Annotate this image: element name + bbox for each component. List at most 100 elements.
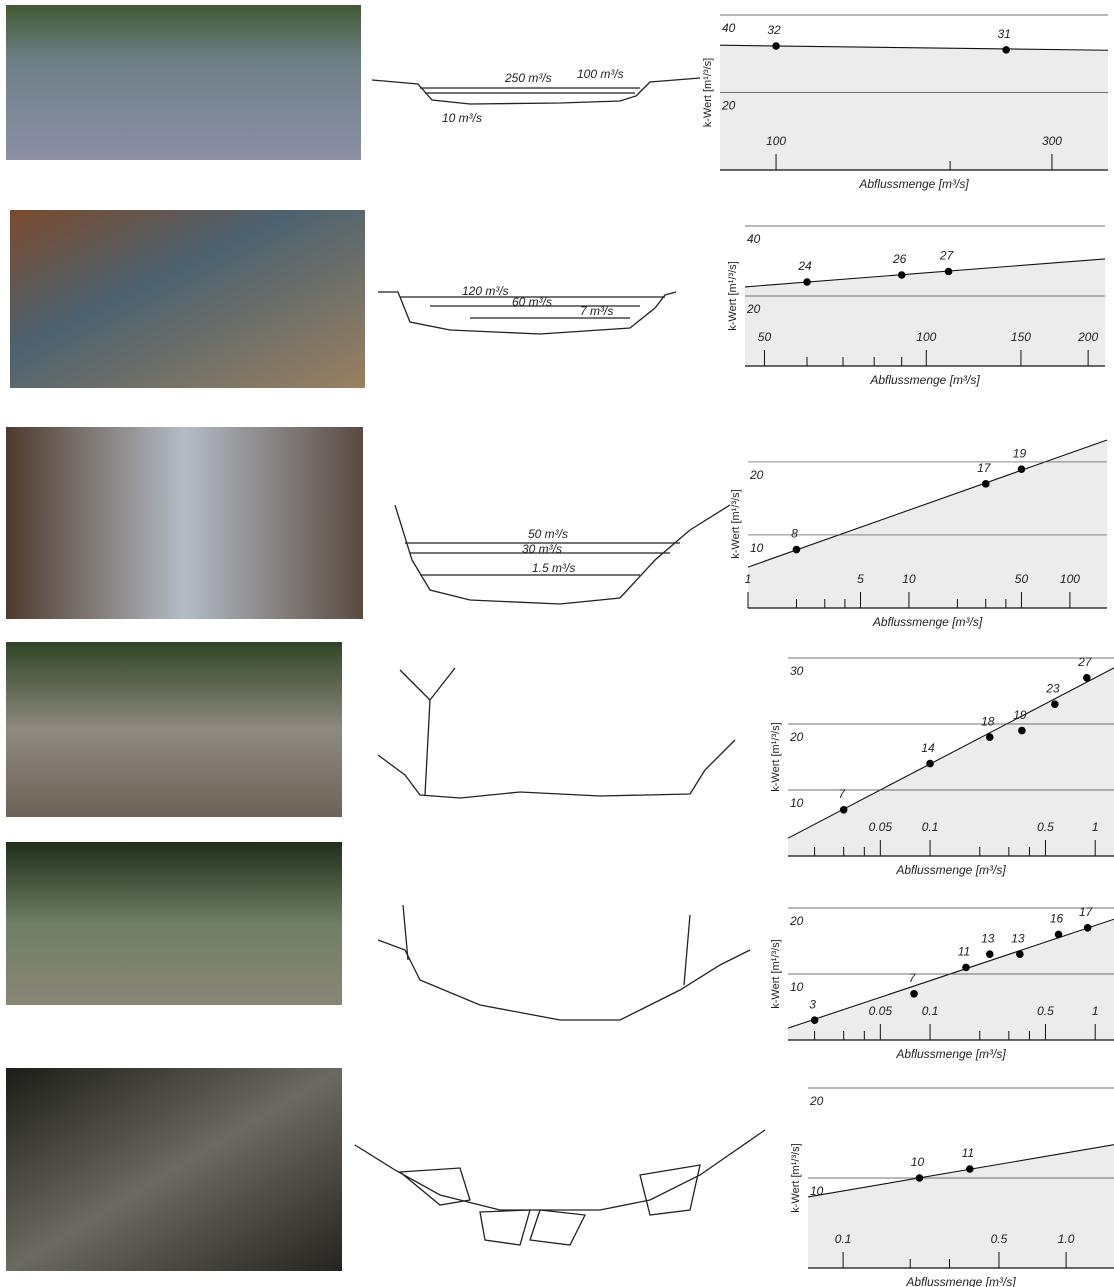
sketch-label: 7 m³/s [580, 304, 613, 318]
point [803, 278, 811, 286]
sketch-label: 250 m³/s [504, 71, 552, 85]
x-tick-label: 0.5 [991, 1232, 1008, 1246]
point [1002, 46, 1010, 54]
x-tick-label: 50 [758, 330, 772, 344]
point [962, 964, 970, 972]
sketch-label: 10 m³/s [442, 111, 482, 125]
y-tick-label: 10 [810, 1184, 824, 1198]
sketch: 120 m³/s 60 m³/s 7 m³/s [378, 284, 676, 334]
fit-area [788, 668, 1114, 856]
y-axis-title: k-Wert [m¹/³/s] [790, 1143, 802, 1212]
photo [6, 642, 342, 817]
point [1018, 465, 1026, 473]
x-axis-title: Abflussmenge [m³/s] [872, 615, 983, 629]
point [945, 268, 953, 276]
point [916, 1174, 924, 1182]
data-label: 7 [838, 787, 846, 801]
y-tick-label: 20 [789, 730, 804, 744]
data-label: 3 [809, 997, 816, 1011]
x-tick-label: 100 [916, 330, 936, 344]
y-tick-label: 30 [790, 664, 804, 678]
sketch [355, 1130, 765, 1245]
x-tick-label: 100 [766, 134, 786, 148]
y-tick-label: 10 [790, 796, 804, 810]
x-axis-title: Abflussmenge [m³/s] [895, 863, 1006, 877]
y-axis-title: k-Wert [m¹/³/s] [727, 261, 739, 330]
point [898, 271, 906, 279]
y-tick-label: 10 [790, 980, 804, 994]
fit-area [748, 440, 1107, 608]
sketch-label: 50 m³/s [528, 527, 568, 541]
point [840, 806, 848, 814]
x-axis-title: Abflussmenge [m³/s] [905, 1275, 1016, 1287]
point [1051, 700, 1059, 708]
chart: 10 20 0.1 0.5 1.0 10 11 k-Wert [m¹/³/s] Abflussm… [790, 1088, 1114, 1287]
sketch-label: 100 m³/s [577, 67, 624, 81]
x-axis-title: Abflussmenge [m³/s] [869, 373, 980, 387]
y-axis-title: k-Wert [m¹/³/s] [770, 722, 782, 791]
page: 250 m³/s 100 m³/s 10 m³/s 120 m³/s 60 m³… [0, 0, 1114, 1287]
y-tick-label: 40 [722, 21, 736, 35]
y-tick-label: 20 [721, 99, 736, 113]
x-tick-label: 1 [1092, 1004, 1099, 1018]
point [1084, 924, 1092, 932]
data-label: 13 [981, 931, 995, 945]
sketch: 250 m³/s 100 m³/s 10 m³/s [372, 67, 700, 125]
figure: 250 m³/s 100 m³/s 10 m³/s 120 m³/s 60 m³… [0, 0, 1114, 1287]
point [926, 760, 934, 768]
data-label: 16 [1050, 912, 1064, 926]
point [1083, 674, 1091, 682]
data-label: 24 [797, 259, 812, 273]
data-label: 17 [977, 461, 992, 475]
data-label: 7 [909, 971, 917, 985]
data-label: 27 [1077, 655, 1093, 669]
point [1016, 950, 1024, 958]
y-tick-label: 20 [789, 914, 804, 928]
point [910, 990, 918, 998]
x-tick-label: 0.5 [1037, 1004, 1054, 1018]
data-label: 19 [1013, 708, 1027, 722]
fit-area [788, 919, 1114, 1040]
sketch [378, 905, 750, 1020]
data-label: 10 [911, 1155, 925, 1169]
x-tick-label: 5 [857, 572, 864, 586]
data-label: 11 [962, 1146, 974, 1160]
data-label: 26 [892, 252, 907, 266]
sketch-label: 120 m³/s [462, 284, 509, 298]
fit-area [720, 45, 1108, 170]
x-tick-label: 1 [745, 572, 752, 586]
data-label: 19 [1013, 446, 1027, 460]
sketch-label: 1.5 m³/s [532, 561, 575, 575]
x-tick-label: 100 [1060, 572, 1080, 586]
data-label: 11 [958, 945, 970, 959]
fit-area [808, 1145, 1114, 1268]
point [966, 1165, 974, 1173]
photo [6, 1068, 342, 1271]
x-tick-label: 50 [1015, 572, 1029, 586]
sketch-label: 60 m³/s [512, 295, 552, 309]
data-label: 14 [921, 741, 935, 755]
point [986, 733, 994, 741]
x-tick-label: 150 [1011, 330, 1031, 344]
y-tick-label: 20 [749, 468, 764, 482]
x-tick-label: 1 [1092, 820, 1099, 834]
x-tick-label: 10 [902, 572, 916, 586]
x-tick-label: 0.1 [835, 1232, 852, 1246]
x-tick-label: 200 [1077, 330, 1098, 344]
photo [6, 842, 342, 1005]
data-label: 8 [791, 527, 798, 541]
chart: 204050100150200242627k-Wert [m¹/³/s]Abfl… [727, 226, 1105, 387]
x-tick-label: 1.0 [1058, 1232, 1075, 1246]
sketch-label: 30 m³/s [522, 542, 562, 556]
x-tick-label: 0.1 [922, 820, 939, 834]
photo [6, 427, 363, 619]
data-label: 17 [1079, 905, 1094, 919]
photo [6, 5, 361, 160]
data-label: 23 [1045, 681, 1060, 695]
y-tick-label: 20 [809, 1094, 824, 1108]
x-tick-label: 0.05 [869, 820, 893, 834]
point [982, 480, 990, 488]
